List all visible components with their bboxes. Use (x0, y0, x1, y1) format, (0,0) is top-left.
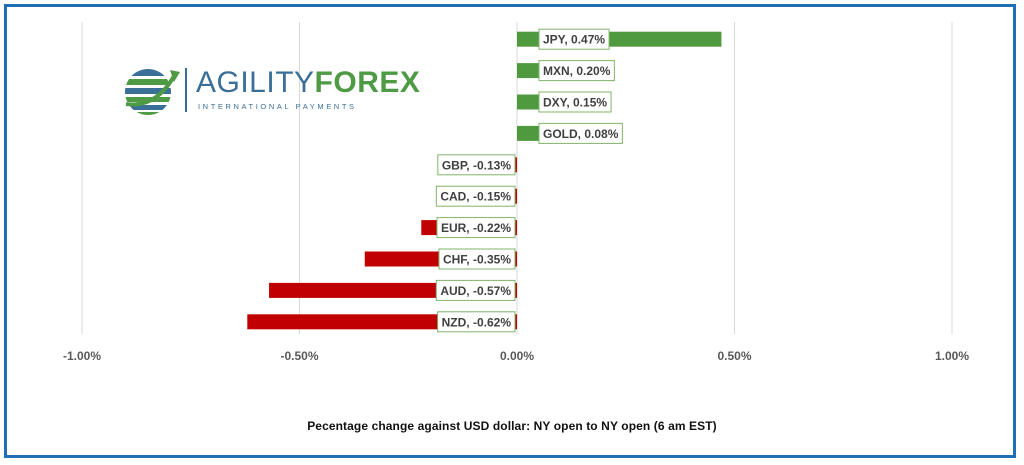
data-label-box (538, 28, 610, 50)
logo-word-forex: FOREX (314, 66, 421, 99)
data-label-text: DXY, 0.15% (543, 96, 607, 110)
data-label-mxn: MXN, 0.20% (538, 60, 615, 82)
data-label-box (435, 279, 516, 301)
x-tick-label: 0.00% (500, 349, 534, 363)
data-label-text: MXN, 0.20% (543, 64, 611, 78)
x-tick-label: 0.50% (717, 349, 751, 363)
data-label-cad: CAD, -0.15% (435, 185, 516, 207)
data-label-gold: GOLD, 0.08% (538, 122, 623, 144)
data-label-jpy: JPY, 0.47% (538, 28, 610, 50)
logo-tagline: INTERNATIONAL PAYMENTS (198, 102, 357, 111)
data-label-text: CHF, -0.35% (443, 253, 511, 267)
data-label-eur: EUR, -0.22% (436, 217, 516, 239)
data-label-aud: AUD, -0.57% (435, 279, 516, 301)
x-axis-title: Pecentage change against USD dollar: NY … (307, 419, 717, 433)
data-label-gbp: GBP, -0.13% (437, 154, 516, 176)
x-tick-label: 1.00% (935, 349, 969, 363)
data-label-nzd: NZD, -0.62% (437, 311, 516, 333)
data-label-box (538, 122, 623, 144)
x-tick-label: -1.00% (63, 349, 101, 363)
data-label-box (437, 311, 516, 333)
data-label-dxy: DXY, 0.15% (538, 91, 612, 113)
data-labels: JPY, 0.47% MXN, 0.20% DXY, 0.15% GOLD, 0.08… (435, 28, 623, 333)
data-label-text: JPY, 0.47% (543, 33, 605, 47)
data-label-box (437, 154, 516, 176)
data-label-chf: CHF, -0.35% (438, 248, 516, 270)
data-label-box (538, 60, 615, 82)
data-label-text: GOLD, 0.08% (543, 127, 619, 141)
data-label-text: AUD, -0.57% (440, 284, 511, 298)
data-label-box (538, 91, 612, 113)
data-label-text: EUR, -0.22% (441, 221, 511, 235)
data-label-text: GBP, -0.13% (442, 158, 511, 172)
agility-forex-logo: AGILITYFOREX INTERNATIONAL PAYMENTS (118, 60, 420, 120)
logo-word-agility: AGILITY (196, 66, 315, 99)
data-label-box (438, 248, 516, 270)
logo-wordmark: AGILITYFOREX (196, 68, 420, 98)
data-label-text: NZD, -0.62% (442, 315, 512, 329)
x-tick-label: -0.50% (280, 349, 318, 363)
data-label-box (436, 217, 516, 239)
x-axis-ticks: -1.00% -0.50% 0.00% 0.50% 1.00% (63, 349, 969, 363)
data-label-box (435, 185, 516, 207)
globe-swoosh-icon (125, 68, 187, 115)
data-label-text: CAD, -0.15% (440, 190, 511, 204)
